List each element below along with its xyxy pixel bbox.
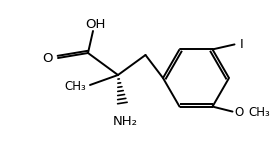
- Text: CH₃: CH₃: [64, 80, 86, 94]
- Text: O: O: [235, 106, 244, 119]
- Text: NH₂: NH₂: [112, 115, 138, 128]
- Text: OH: OH: [85, 19, 105, 31]
- Text: O: O: [42, 51, 53, 65]
- Text: CH₃: CH₃: [249, 106, 270, 119]
- Text: I: I: [239, 38, 243, 51]
